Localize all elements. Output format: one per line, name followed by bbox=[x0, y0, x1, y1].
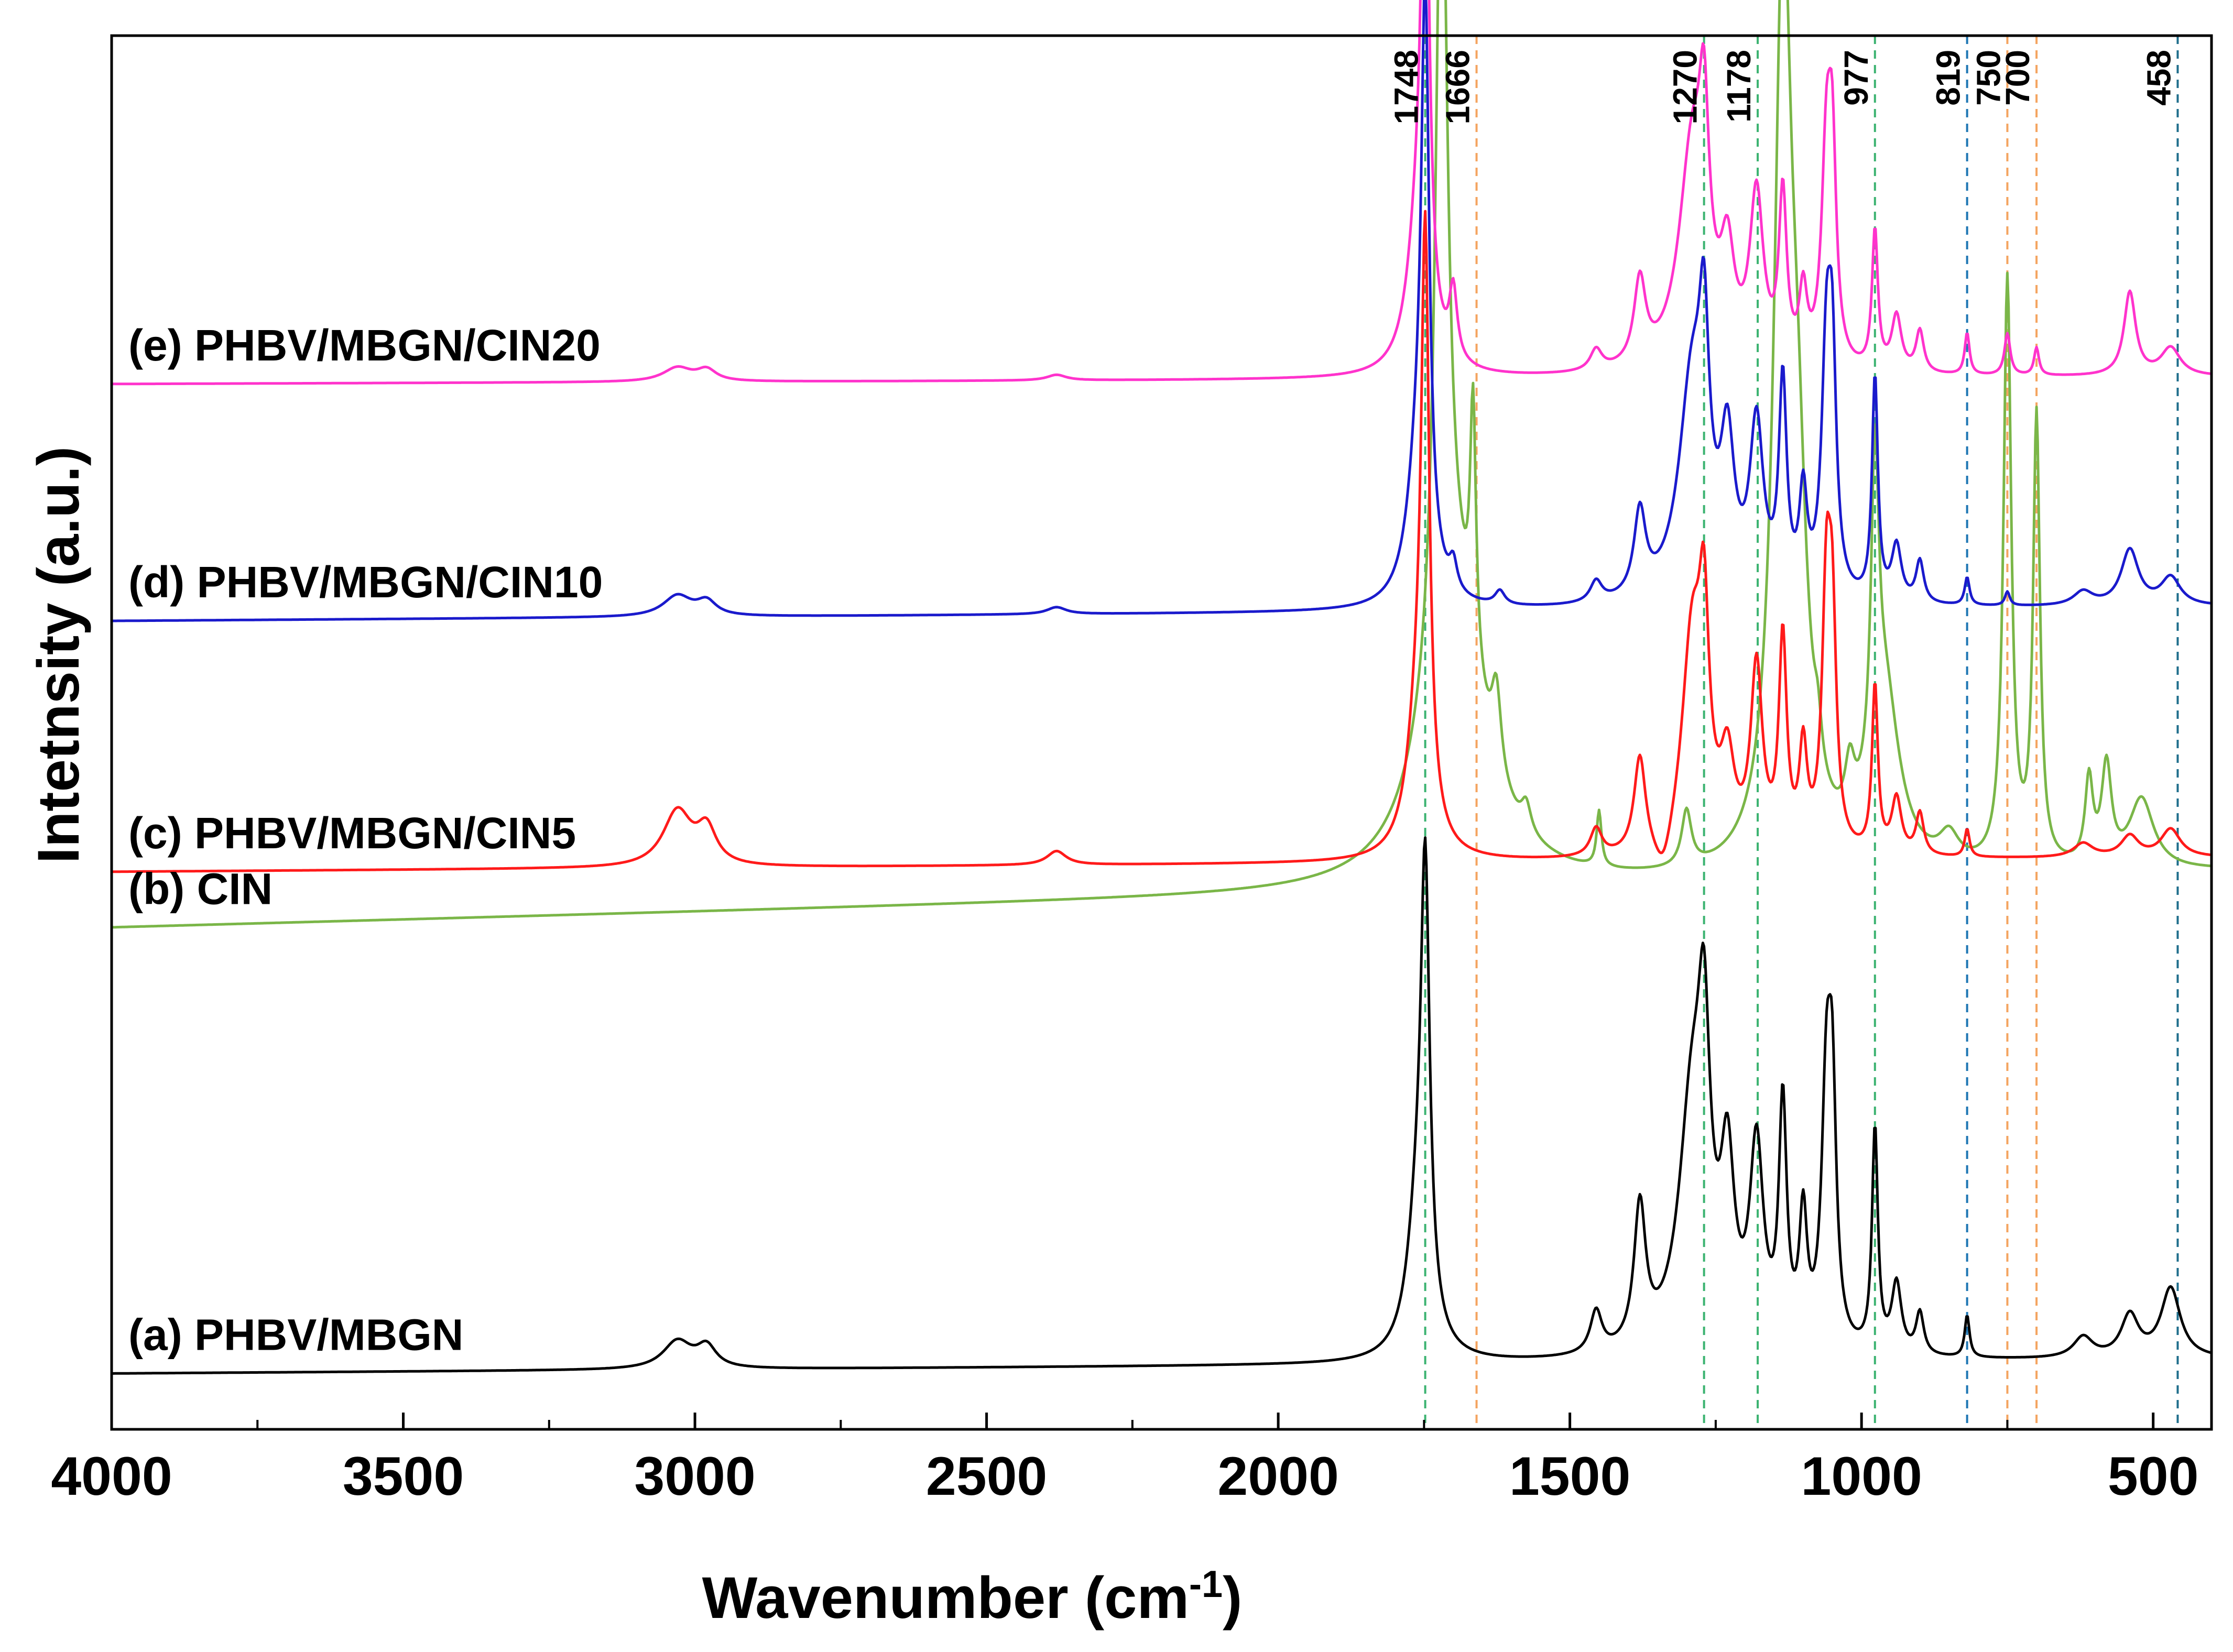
x-tick-label-2500: 2500 bbox=[926, 1446, 1047, 1507]
y-axis-title: Intetnsity (a.u.) bbox=[26, 446, 91, 863]
spectrum-a-phbv-mbgn bbox=[111, 836, 2212, 1375]
x-tick-label-1500: 1500 bbox=[1509, 1446, 1630, 1507]
series-labels: (a) PHBV/MBGN (b) CIN (c) PHBV/MBGN/CIN5 (d… bbox=[128, 321, 603, 1360]
x-axis-title: Wavenumber (cm-1) bbox=[702, 1563, 1243, 1631]
spectrum-b-cin bbox=[111, 0, 2212, 929]
peak-label-1748: 1748 bbox=[1388, 50, 1425, 124]
x-tick-label-2000: 2000 bbox=[1217, 1446, 1338, 1507]
x-tick-label-1000: 1000 bbox=[1801, 1446, 1922, 1507]
spectra-lines bbox=[111, 0, 2212, 1375]
spectrum-d-phbv-mbgn-cin10 bbox=[111, 0, 2212, 622]
series-label-d-phbv-mbgn-cin10: (d) PHBV/MBGN/CIN10 bbox=[128, 557, 603, 607]
peak-label-1270: 1270 bbox=[1666, 50, 1704, 124]
series-label-b-cin: (b) CIN bbox=[128, 864, 273, 913]
x-tick-label-3000: 3000 bbox=[634, 1446, 755, 1507]
series-label-e-phbv-mbgn-cin20: (e) PHBV/MBGN/CIN20 bbox=[128, 321, 601, 370]
peak-label-458: 458 bbox=[2140, 50, 2177, 106]
x-tick-label-4000: 4000 bbox=[51, 1446, 172, 1507]
x-tick-label-3500: 3500 bbox=[343, 1446, 464, 1507]
x-axis-ticks: 4000 3500 3000 2500 2000 1500 1000 500 bbox=[51, 1413, 2198, 1507]
spectrum-c-phbv-mbgn-cin5 bbox=[111, 210, 2212, 873]
plot-frame bbox=[110, 34, 2213, 1431]
peak-label-1178: 1178 bbox=[1720, 50, 1758, 123]
peak-label-700: 700 bbox=[1999, 50, 2036, 106]
peak-label-819: 819 bbox=[1930, 50, 1967, 106]
series-label-a-phbv-mbgn: (a) PHBV/MBGN bbox=[128, 1310, 463, 1360]
peak-label-1666: 1666 bbox=[1439, 50, 1477, 124]
spectrum-e-phbv-mbgn-cin20 bbox=[111, 0, 2212, 386]
series-label-c-phbv-mbgn-cin5: (c) PHBV/MBGN/CIN5 bbox=[128, 808, 576, 858]
peak-label-977: 977 bbox=[1837, 50, 1875, 106]
x-tick-label-500: 500 bbox=[2108, 1446, 2199, 1507]
peak-label-750: 750 bbox=[1969, 50, 2007, 106]
